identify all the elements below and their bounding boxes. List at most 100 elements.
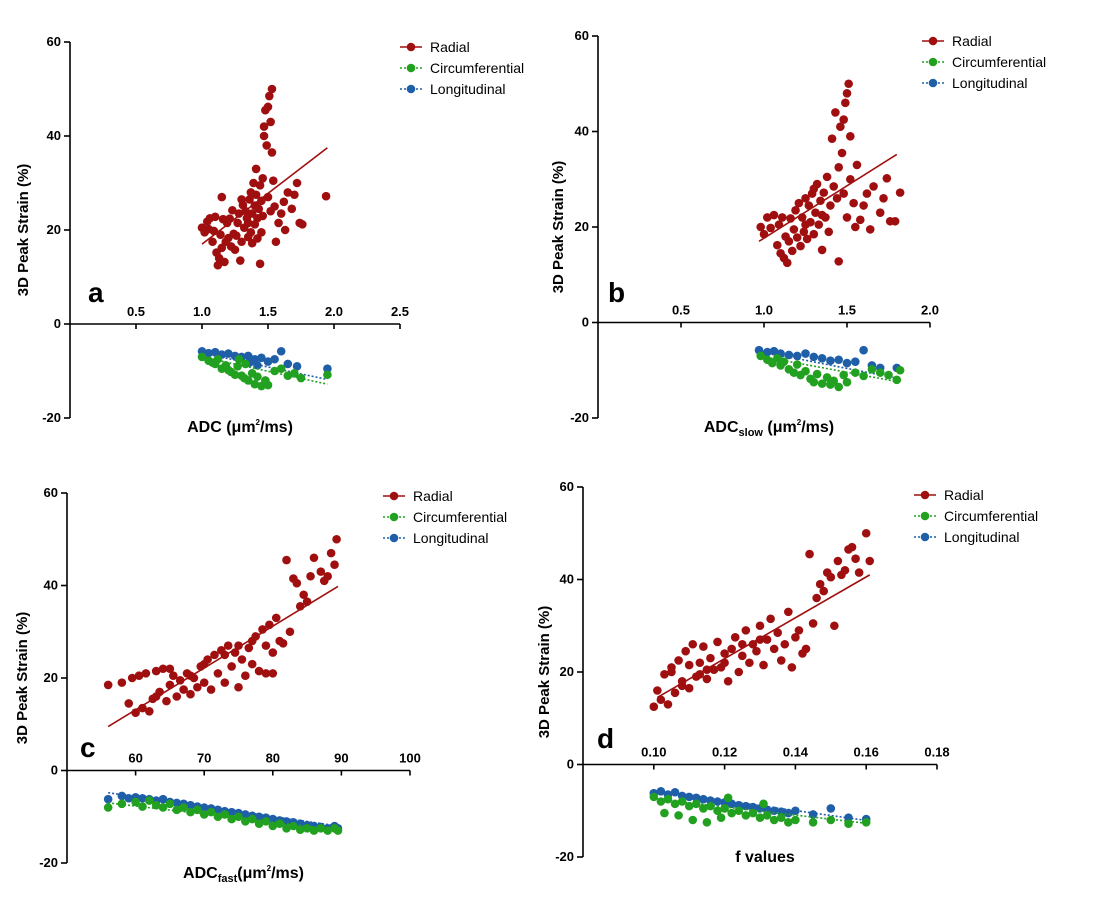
data-point-radial <box>824 227 834 237</box>
data-point-circumferential <box>699 804 708 813</box>
fit-line-radial <box>656 574 871 699</box>
data-point-radial <box>228 205 237 215</box>
data-point-radial <box>258 211 268 221</box>
y-tick-label: 40 <box>560 572 574 587</box>
data-point-circumferential <box>253 372 262 381</box>
data-point-radial <box>817 245 827 255</box>
x-tick-label: 0.14 <box>783 745 809 760</box>
data-point-circumferential <box>193 805 202 815</box>
data-point-radial <box>667 667 676 677</box>
legend-marker <box>406 42 416 52</box>
data-point-radial <box>255 259 265 269</box>
data-point-circumferential <box>316 824 326 833</box>
legend: Radial Circumferential Longitudinal <box>383 488 507 546</box>
data-point-radial <box>839 115 848 124</box>
data-point-radial <box>674 656 683 665</box>
legend: Radial Circumferential Longitudinal <box>400 39 524 97</box>
series-radial <box>649 528 875 711</box>
x-tick-label: 60 <box>128 751 142 766</box>
data-point-radial <box>861 528 871 538</box>
legend-label: Circumferential <box>413 509 507 525</box>
data-point-radial <box>723 676 733 686</box>
data-point-circumferential <box>723 793 733 803</box>
data-point-circumferential <box>243 376 253 385</box>
y-axis-label: 3D Peak Strain (%) <box>14 612 31 745</box>
data-point-radial <box>799 227 809 237</box>
legend-marker <box>406 84 416 94</box>
data-point-radial <box>780 639 790 649</box>
data-point-radial <box>713 637 722 647</box>
data-point-circumferential <box>859 371 868 381</box>
x-tick-label: 0.5 <box>127 304 145 319</box>
fit-line-longitudinal <box>108 791 339 827</box>
data-point-radial <box>826 201 835 210</box>
panel-letter: b <box>608 277 625 308</box>
data-point-circumferential <box>295 825 305 834</box>
data-point-radial <box>752 646 761 656</box>
data-point-radial <box>316 567 326 576</box>
data-point-radial <box>801 644 811 654</box>
data-point-radial <box>670 688 680 698</box>
data-point-circumferential <box>734 806 744 816</box>
data-point-radial <box>244 643 254 653</box>
x-tick-label: 70 <box>197 751 211 766</box>
data-point-radial <box>784 237 794 246</box>
data-point-circumferential <box>884 370 893 380</box>
data-point-radial <box>827 134 837 143</box>
data-point-radial <box>246 228 256 237</box>
panel-a: 60 40 20 0 -20 0.5 1.0 1.5 2.0 2.5 3D Peak Strain … <box>15 34 524 436</box>
data-point-longitudinal <box>741 801 751 811</box>
data-point-radial <box>285 627 295 637</box>
data-point-longitudinal <box>270 354 279 364</box>
data-point-circumferential <box>333 826 343 835</box>
data-point-radial <box>243 218 253 228</box>
data-point-radial <box>145 707 154 716</box>
x-tick-label: 1.5 <box>838 303 856 318</box>
data-point-circumferential <box>779 357 789 366</box>
data-point-radial <box>787 246 797 256</box>
legend-label: Circumferential <box>430 60 524 76</box>
data-point-radial <box>261 641 271 650</box>
data-point-radial <box>822 172 832 182</box>
data-point-radial <box>727 644 736 654</box>
data-point-radial <box>249 178 258 188</box>
data-point-circumferential <box>290 369 299 378</box>
data-point-radial <box>237 195 246 204</box>
data-point-radial <box>268 648 278 657</box>
data-point-radial <box>292 578 302 588</box>
data-point-radial <box>151 666 161 676</box>
data-point-circumferential <box>103 803 113 812</box>
data-point-radial <box>232 231 241 240</box>
data-point-radial <box>808 619 818 628</box>
data-point-radial <box>271 613 281 623</box>
data-point-circumferential <box>227 814 236 824</box>
data-point-radial <box>280 225 290 235</box>
fit-line-radial <box>201 147 328 245</box>
data-point-radial <box>234 682 243 692</box>
data-point-circumferential <box>241 359 250 369</box>
data-point-radial <box>801 220 810 229</box>
data-point-radial <box>245 195 254 204</box>
data-point-radial <box>230 245 240 255</box>
data-point-radial <box>179 685 188 694</box>
data-point-radial <box>802 234 812 244</box>
data-point-circumferential <box>789 368 799 377</box>
data-point-radial <box>702 674 712 684</box>
data-point-circumferential <box>145 796 154 805</box>
data-point-longitudinal <box>784 808 793 818</box>
data-point-radial <box>330 560 339 569</box>
data-point-circumferential <box>254 819 264 828</box>
data-point-longitudinal <box>117 791 127 801</box>
series-circumferential <box>649 792 871 828</box>
data-point-radial <box>842 89 852 98</box>
data-point-radial <box>247 636 257 646</box>
data-point-circumferential <box>801 366 810 376</box>
data-point-radial <box>233 218 242 228</box>
y-tick-label: 60 <box>575 28 589 43</box>
data-point-radial <box>766 614 775 624</box>
data-point-circumferential <box>867 364 877 374</box>
data-point-radial <box>267 84 277 94</box>
data-point-radial <box>738 651 747 661</box>
data-point-radial <box>206 685 216 694</box>
data-point-radial <box>175 676 185 685</box>
